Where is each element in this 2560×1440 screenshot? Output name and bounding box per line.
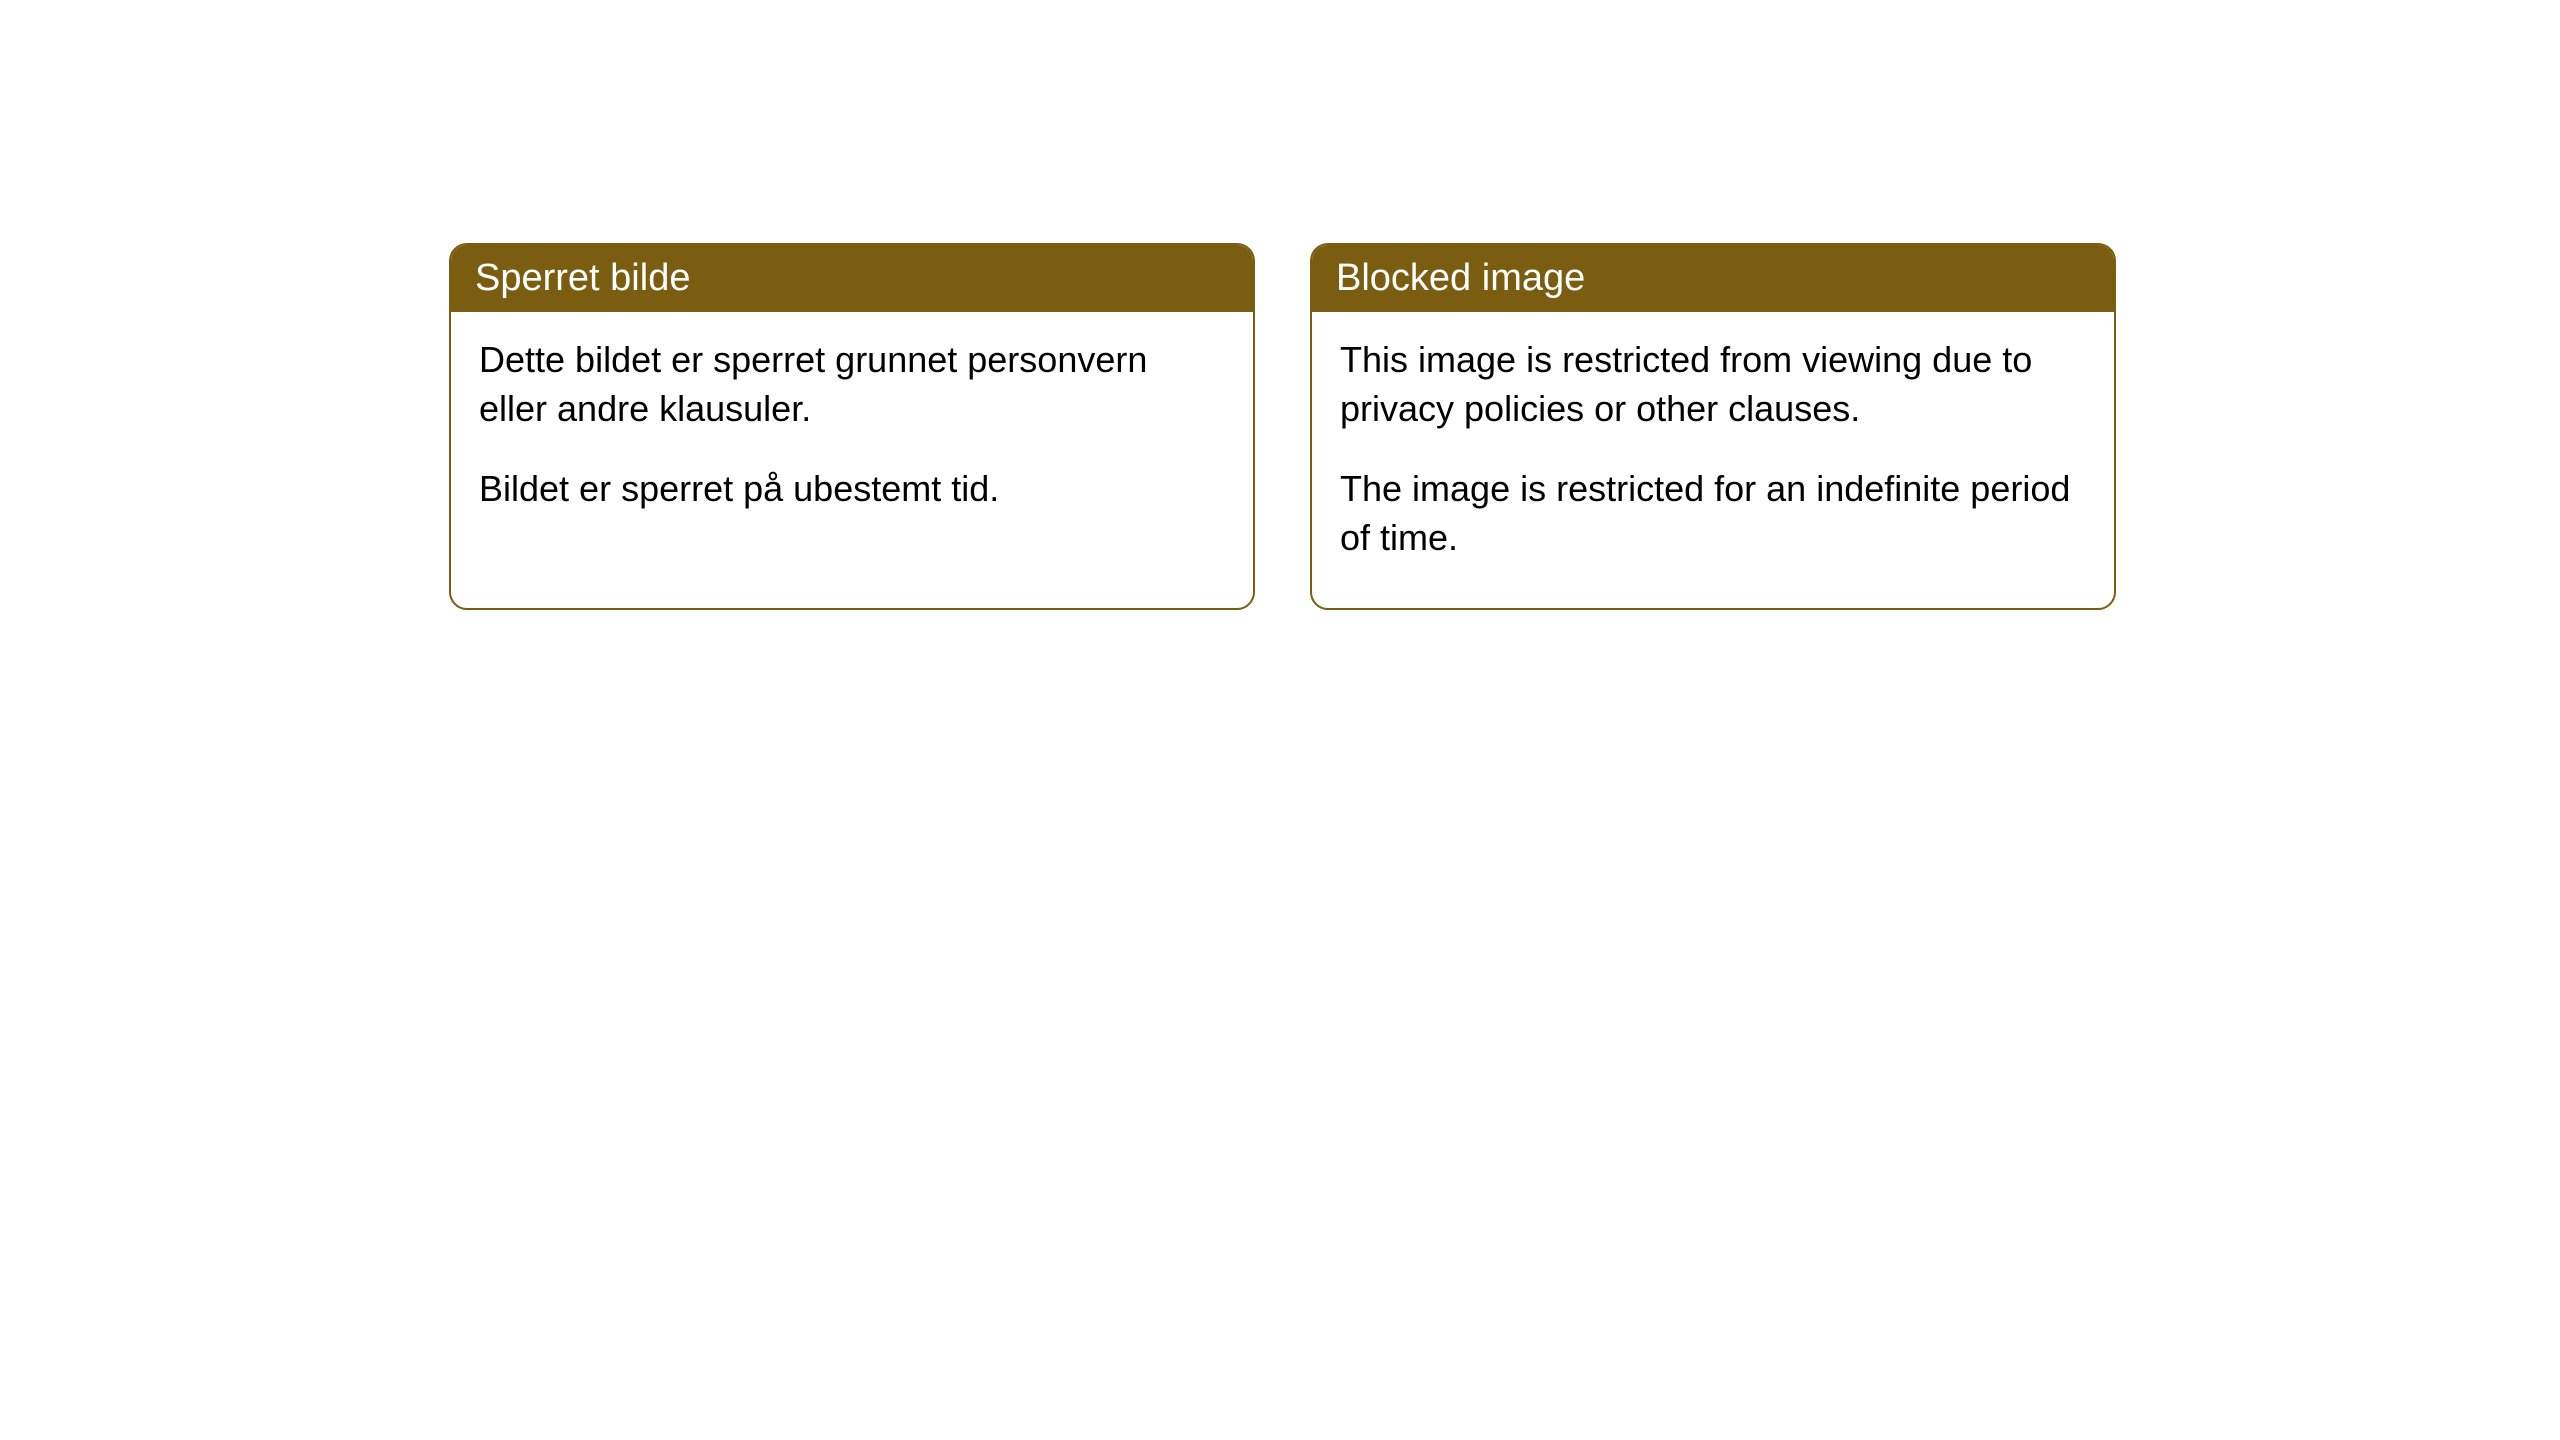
card-paragraph: Bildet er sperret på ubestemt tid.: [479, 465, 1225, 514]
card-header: Sperret bilde: [451, 245, 1253, 312]
card-paragraph: The image is restricted for an indefinit…: [1340, 465, 2086, 562]
card-header: Blocked image: [1312, 245, 2114, 312]
notice-cards-container: Sperret bilde Dette bildet er sperret gr…: [449, 243, 2116, 610]
notice-card-english: Blocked image This image is restricted f…: [1310, 243, 2116, 610]
card-title: Blocked image: [1336, 257, 1585, 299]
card-paragraph: Dette bildet er sperret grunnet personve…: [479, 336, 1225, 433]
card-body: This image is restricted from viewing du…: [1312, 312, 2114, 608]
card-body: Dette bildet er sperret grunnet personve…: [451, 312, 1253, 560]
notice-card-norwegian: Sperret bilde Dette bildet er sperret gr…: [449, 243, 1255, 610]
card-paragraph: This image is restricted from viewing du…: [1340, 336, 2086, 433]
card-title: Sperret bilde: [475, 257, 690, 299]
